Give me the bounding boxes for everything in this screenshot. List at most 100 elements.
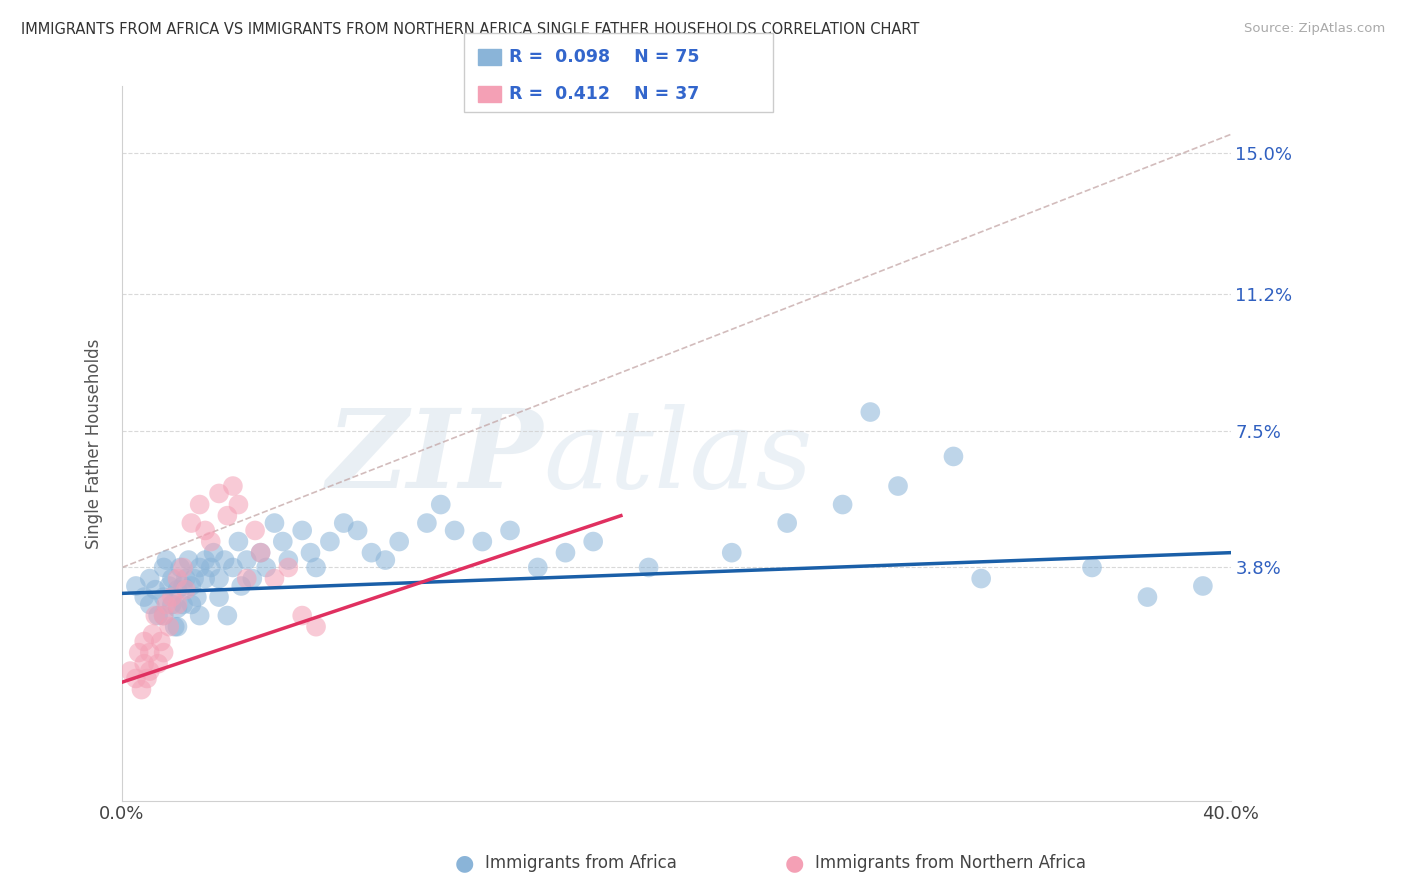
Point [155, 553, 177, 567]
Point [157, 620, 180, 634]
Point [194, 524, 217, 538]
Point [166, 572, 188, 586]
Point [152, 608, 174, 623]
Point [208, 590, 231, 604]
Point [277, 560, 299, 574]
Point [152, 646, 174, 660]
Point [143, 582, 166, 597]
Point [499, 524, 522, 538]
Point [429, 498, 451, 512]
Point [174, 582, 197, 597]
Point [228, 498, 250, 512]
Text: IMMIGRANTS FROM AFRICA VS IMMIGRANTS FROM NORTHERN AFRICA SINGLE FATHER HOUSEHOL: IMMIGRANTS FROM AFRICA VS IMMIGRANTS FRO… [21, 22, 920, 37]
Point [188, 498, 211, 512]
Point [139, 664, 162, 678]
Point [859, 405, 882, 419]
Point [139, 646, 162, 660]
Point [291, 524, 314, 538]
Point [240, 572, 263, 586]
Point [554, 546, 576, 560]
Point [416, 516, 439, 530]
Point [222, 560, 245, 574]
Point [243, 524, 266, 538]
Point [202, 546, 225, 560]
Point [249, 546, 271, 560]
Text: R =  0.412    N = 37: R = 0.412 N = 37 [509, 86, 699, 103]
Point [152, 590, 174, 604]
Point [194, 553, 217, 567]
Point [637, 560, 659, 574]
Point [236, 553, 259, 567]
Point [163, 620, 186, 634]
Point [1136, 590, 1159, 604]
Point [125, 672, 148, 686]
Point [217, 608, 239, 623]
Point [228, 534, 250, 549]
Point [183, 572, 205, 586]
Point [180, 579, 202, 593]
Point [134, 634, 156, 648]
Point [180, 598, 202, 612]
Point [208, 572, 231, 586]
Point [388, 534, 411, 549]
Point [443, 524, 465, 538]
Point [128, 646, 150, 660]
Point [471, 534, 494, 549]
Point [776, 516, 799, 530]
Point [208, 486, 231, 500]
Point [254, 560, 277, 574]
Point [139, 572, 162, 586]
Point [214, 553, 236, 567]
Point [166, 620, 188, 634]
Point [263, 516, 285, 530]
Point [131, 682, 153, 697]
Point [169, 560, 191, 574]
Point [120, 664, 142, 678]
Point [166, 598, 188, 612]
Point [139, 598, 162, 612]
Point [172, 560, 194, 574]
Point [160, 590, 183, 604]
Point [277, 553, 299, 567]
Point [831, 498, 853, 512]
Point [720, 546, 742, 560]
Text: Source: ZipAtlas.com: Source: ZipAtlas.com [1244, 22, 1385, 36]
Point [160, 572, 183, 586]
Point [172, 579, 194, 593]
Point [887, 479, 910, 493]
Point [194, 572, 217, 586]
Point [200, 534, 222, 549]
Point [1081, 560, 1104, 574]
Point [942, 450, 965, 464]
Point [160, 598, 183, 612]
Point [249, 546, 271, 560]
Point [188, 560, 211, 574]
Point [186, 590, 208, 604]
Point [319, 534, 342, 549]
Point [271, 534, 294, 549]
Y-axis label: Single Father Households: Single Father Households [86, 338, 103, 549]
Point [152, 608, 174, 623]
Text: Immigrants from Africa: Immigrants from Africa [485, 855, 676, 872]
Point [217, 508, 239, 523]
Point [526, 560, 548, 574]
Point [231, 579, 253, 593]
Point [149, 634, 172, 648]
Point [146, 608, 169, 623]
Point [263, 572, 285, 586]
Point [305, 620, 328, 634]
Point [200, 560, 222, 574]
Text: R =  0.098    N = 75: R = 0.098 N = 75 [509, 47, 699, 65]
Point [188, 608, 211, 623]
Point [146, 657, 169, 671]
Point [172, 598, 194, 612]
Point [136, 672, 159, 686]
Point [125, 579, 148, 593]
Point [970, 572, 993, 586]
Point [141, 627, 163, 641]
Point [134, 590, 156, 604]
Point [236, 572, 259, 586]
Point [143, 608, 166, 623]
Text: ●: ● [785, 854, 804, 873]
Point [157, 579, 180, 593]
